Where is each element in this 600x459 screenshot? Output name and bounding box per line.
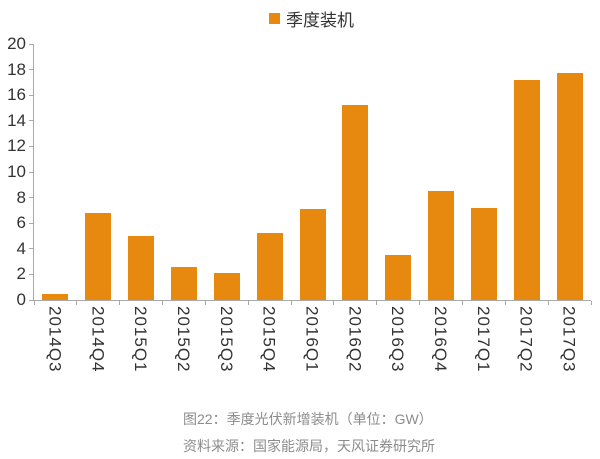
x-tick-label-text: 2015Q4 xyxy=(259,306,279,373)
caption: 图22：季度光伏新增装机（单位：GW） 资料来源：国家能源局，天风证券研究所 xyxy=(183,406,435,459)
bar-2017Q1 xyxy=(470,207,497,300)
legend-swatch-icon xyxy=(269,13,280,24)
y-tick-mark xyxy=(29,94,34,96)
y-tick-label: 4 xyxy=(16,238,26,258)
bar-2015Q3 xyxy=(213,273,240,300)
bar-2016Q3 xyxy=(385,255,412,300)
x-tick-label: 2015Q1 xyxy=(119,306,162,373)
x-tick-mark xyxy=(419,301,421,305)
x-tick-mark xyxy=(162,301,164,305)
y-tick-label: 0 xyxy=(16,290,26,309)
x-tick-label-text: 2017Q1 xyxy=(473,306,493,373)
x-tick-label-text: 2016Q3 xyxy=(388,306,408,373)
x-tick-label: 2017Q3 xyxy=(547,306,590,373)
x-tick-label: 2017Q1 xyxy=(461,306,504,373)
y-tick-mark xyxy=(29,299,34,301)
x-tick-mark xyxy=(204,301,206,305)
x-tick-label: 2016Q1 xyxy=(290,306,333,373)
y-tick-label: 12 xyxy=(7,136,26,156)
y-tick-label: 2 xyxy=(16,264,26,284)
y-tick-label: 20 xyxy=(7,34,26,53)
x-tick-mark xyxy=(247,301,249,305)
x-tick-label-text: 2016Q4 xyxy=(431,306,451,373)
y-tick-label: 14 xyxy=(7,110,26,130)
x-tick-label-text: 2016Q1 xyxy=(302,306,322,373)
y-tick-mark xyxy=(29,248,34,250)
y-tick-mark xyxy=(29,222,34,224)
x-tick-mark xyxy=(461,301,463,305)
bar-2017Q3 xyxy=(556,73,583,300)
x-tick-label: 2017Q2 xyxy=(504,306,547,373)
bar-2016Q4 xyxy=(428,191,455,300)
bar-2016Q1 xyxy=(299,209,326,300)
x-tick-label: 2015Q4 xyxy=(247,306,290,373)
x-tick-label-text: 2015Q1 xyxy=(131,306,151,373)
x-tick-label-text: 2015Q2 xyxy=(173,306,193,373)
y-tick-mark xyxy=(29,197,34,199)
y-tick-label: 6 xyxy=(16,213,26,233)
x-tick-label: 2015Q2 xyxy=(162,306,205,373)
bar-2014Q3 xyxy=(42,293,69,300)
x-tick-label: 2014Q3 xyxy=(33,306,76,373)
x-tick-label: 2016Q3 xyxy=(376,306,419,373)
bar-2016Q2 xyxy=(342,105,369,300)
x-tick-mark xyxy=(290,301,292,305)
y-tick-mark xyxy=(29,145,34,147)
y-tick-label: 10 xyxy=(7,162,26,181)
y-tick-mark xyxy=(29,273,34,275)
x-tick-label: 2016Q4 xyxy=(419,306,462,373)
x-tick-mark xyxy=(33,301,35,305)
y-tick-label: 18 xyxy=(7,59,26,79)
legend: 季度装机 xyxy=(33,6,590,31)
x-tick-label-text: 2015Q3 xyxy=(216,306,236,373)
x-tick-mark xyxy=(547,301,549,305)
legend-label: 季度装机 xyxy=(286,11,354,30)
y-tick-mark xyxy=(29,69,34,71)
x-tick-label-text: 2014Q4 xyxy=(88,306,108,373)
x-tick-mark xyxy=(376,301,378,305)
y-tick-label: 8 xyxy=(16,187,26,207)
x-tick-label-text: 2014Q3 xyxy=(45,306,65,373)
y-tick-label: 16 xyxy=(7,85,26,105)
x-tick-label: 2014Q4 xyxy=(76,306,119,373)
x-tick-label: 2016Q2 xyxy=(333,306,376,373)
x-tick-label-text: 2016Q2 xyxy=(345,306,365,373)
y-tick-mark xyxy=(29,171,34,173)
x-tick-mark xyxy=(504,301,506,305)
bar-2014Q4 xyxy=(85,212,112,300)
x-tick-mark xyxy=(333,301,335,305)
x-tick-mark xyxy=(590,301,592,305)
bar-2015Q1 xyxy=(128,236,155,300)
x-tick-label: 2015Q3 xyxy=(204,306,247,373)
x-tick-mark xyxy=(119,301,121,305)
caption-source: 资料来源：国家能源局，天风证券研究所 xyxy=(183,438,435,454)
bar-2017Q2 xyxy=(513,79,540,300)
x-tick-label-text: 2017Q3 xyxy=(559,306,579,373)
y-tick-mark xyxy=(29,120,34,122)
bar-2015Q4 xyxy=(256,233,283,300)
plot-area xyxy=(29,43,592,305)
caption-title: 图22：季度光伏新增装机（单位：GW） xyxy=(183,411,433,427)
bar-2015Q2 xyxy=(170,266,197,300)
x-tick-mark xyxy=(76,301,78,305)
y-tick-mark xyxy=(29,43,34,45)
x-tick-label-text: 2017Q2 xyxy=(516,306,536,373)
